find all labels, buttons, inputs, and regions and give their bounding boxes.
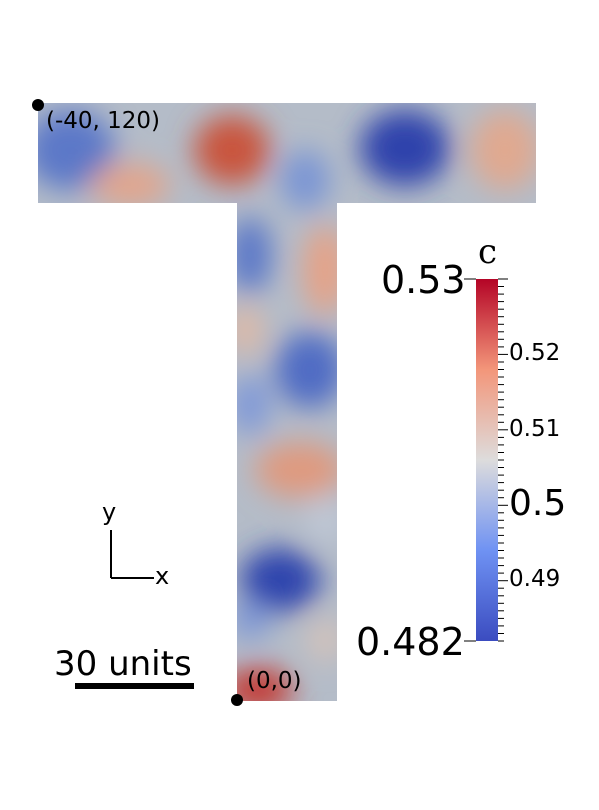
colorbar-tick-label: 0.5 xyxy=(509,482,567,524)
colorbar-gradient xyxy=(476,279,498,641)
colorbar-title: c xyxy=(478,232,498,272)
colorbar-max-label: 0.53 xyxy=(381,258,466,302)
concentration-field xyxy=(38,103,536,701)
colorbar-tick-label: 0.49 xyxy=(509,566,561,593)
colorbar-minor-ticks xyxy=(498,278,508,642)
origin-point-marker xyxy=(231,694,243,706)
y-axis-label: y xyxy=(102,498,117,526)
colorbar-tick-label: 0.51 xyxy=(509,415,561,442)
colorbar-tick-label: 0.52 xyxy=(509,340,561,367)
origin-point-label: (0,0) xyxy=(247,668,302,694)
colorbar-min-label: 0.482 xyxy=(356,620,465,664)
top-left-point-label: (-40, 120) xyxy=(46,108,161,134)
x-axis-label: x xyxy=(155,562,170,590)
scale-bar-label: 30 units xyxy=(54,644,192,684)
axes-triad xyxy=(110,530,154,579)
top-left-point-marker xyxy=(32,99,44,111)
colorbar xyxy=(464,278,508,642)
